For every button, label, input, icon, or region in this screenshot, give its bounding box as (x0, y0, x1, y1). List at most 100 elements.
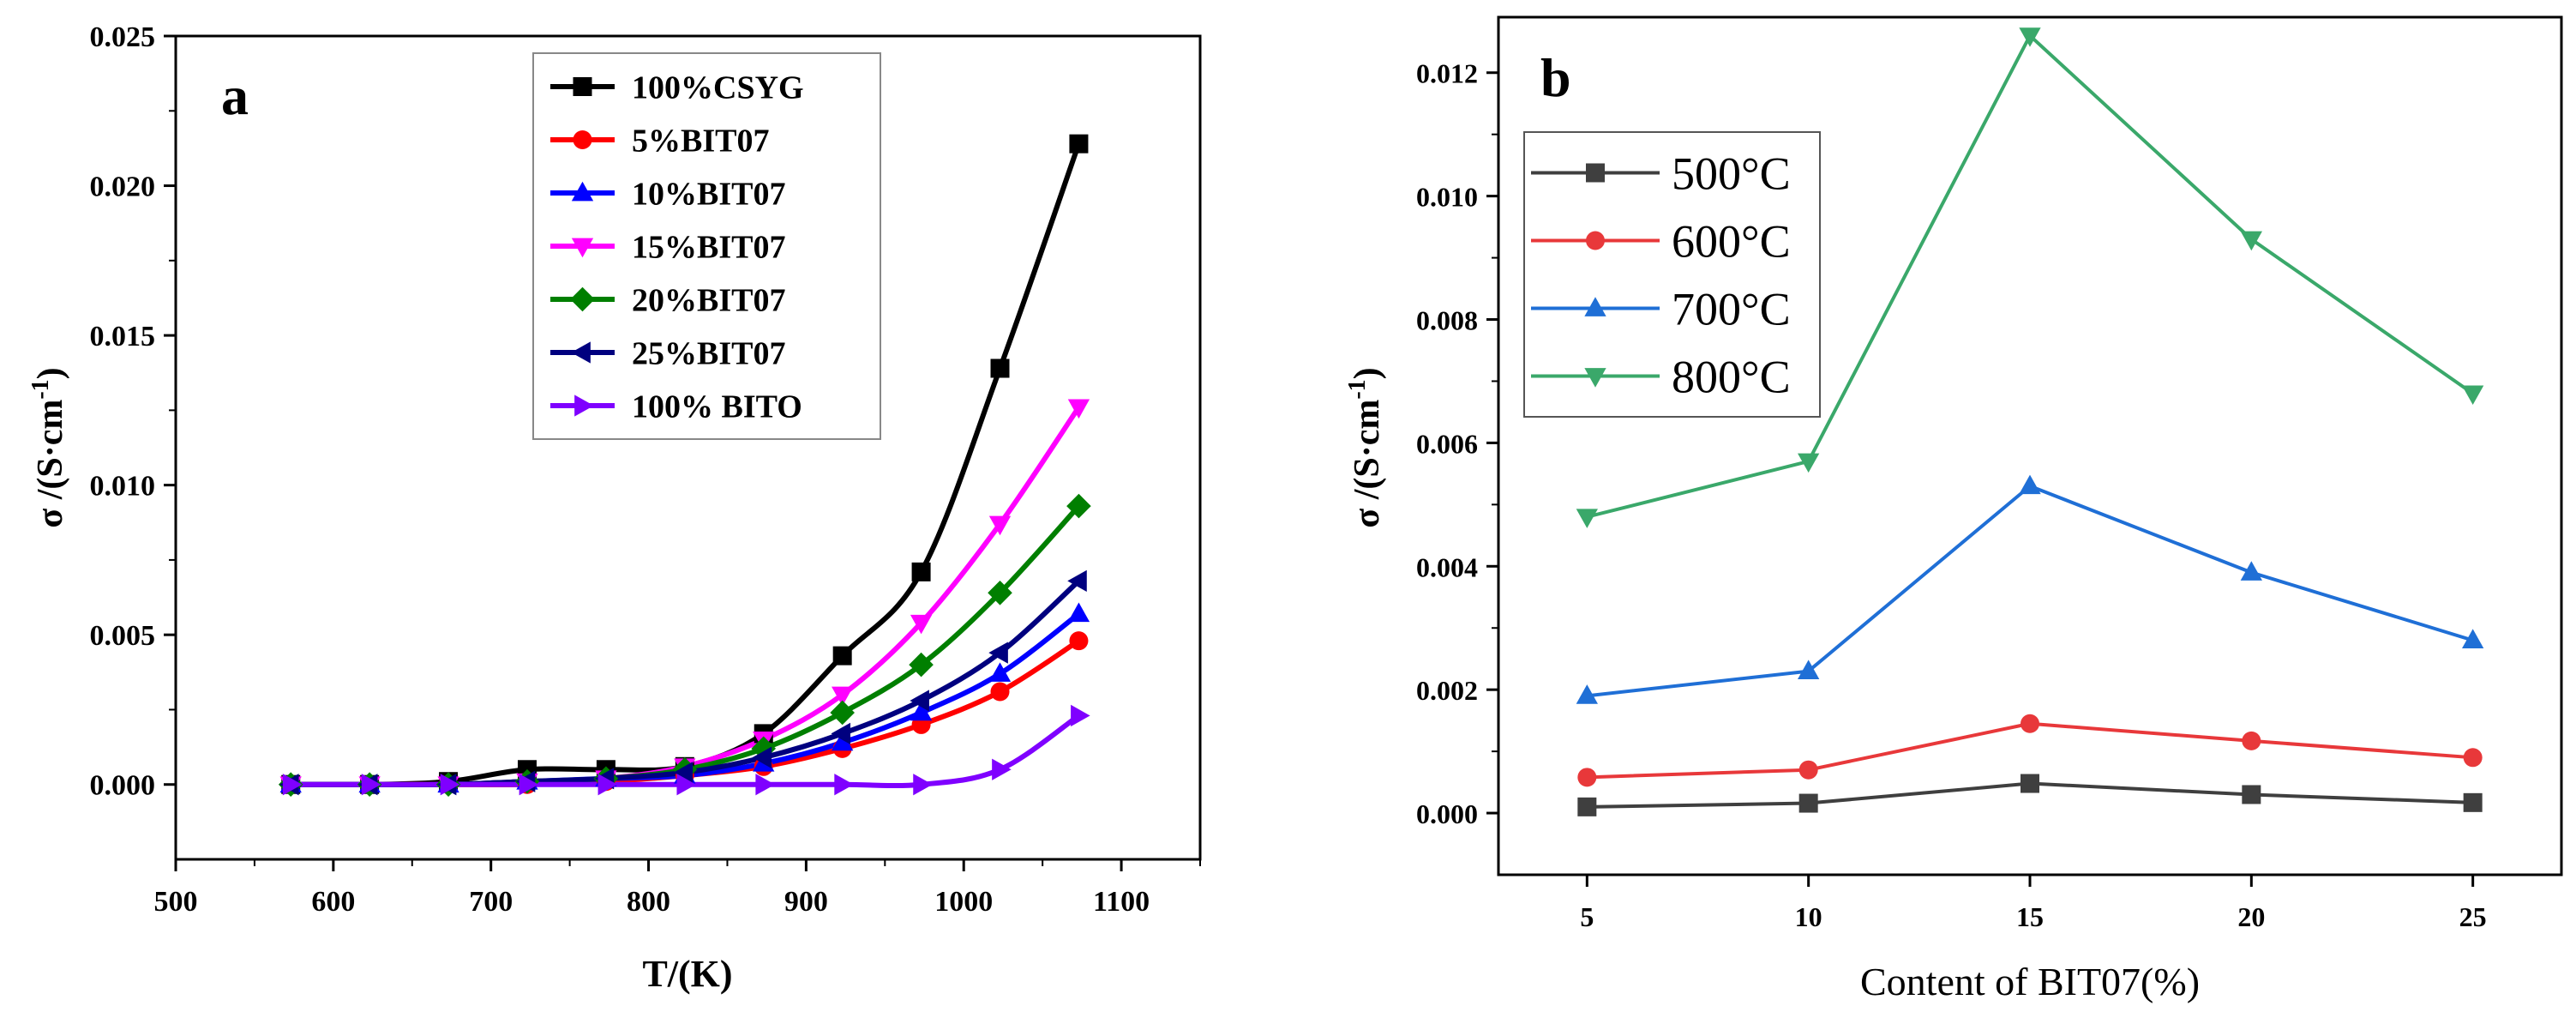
panel-a-data-point (1067, 602, 1090, 623)
panel-a-x-tick-label: 500 (154, 886, 198, 918)
panel-a-series-line (291, 504, 1081, 787)
panel-a-x-tick-label: 700 (469, 886, 513, 918)
panel-b-data-point (1798, 760, 1818, 780)
panel-a-data-point (831, 722, 851, 745)
panel-a-data-point (834, 774, 854, 796)
panel-a-data-point (988, 642, 1008, 664)
panel-b-data-point (1798, 660, 1820, 679)
panel-b-data-point (1576, 509, 1598, 528)
panel-a-x-tick-label: 1100 (1093, 886, 1150, 918)
panel-a-data-point (988, 662, 1012, 682)
panel-b-legend-label: 800°C (1672, 351, 1791, 402)
panel-b-data-point (1576, 684, 1598, 704)
panel-a-data-point (913, 774, 933, 796)
panel-b-legend-label: 500°C (1672, 148, 1791, 199)
panel-b-x-tick-label: 15 (2016, 901, 2044, 932)
panel-b-y-tick-label: 0.000 (1416, 798, 1478, 829)
panel-a-data-point (282, 774, 303, 796)
panel-a-y-tick-label: 0.010 (90, 471, 156, 503)
panel-a-data-point (1066, 493, 1091, 519)
panel-a-data-point (519, 774, 539, 796)
panel-a-x-tick-label: 800 (627, 886, 670, 918)
panel-a-y-ticks: 0.000 0.005 0.010 0.015 0.020 0.025 (90, 21, 176, 802)
panel-b-legend-box (1523, 131, 1821, 418)
panel-a-data-point (832, 686, 854, 707)
panel-a-data-point (1069, 134, 1089, 154)
panel-b-data-point (2021, 714, 2039, 733)
panel-b-legend-swatch-marker (1584, 368, 1606, 388)
panel-b-x-tick-label: 20 (2237, 901, 2265, 932)
panel-b-data-point (2242, 731, 2261, 750)
panel-b-y-tick-label: 0.002 (1416, 675, 1478, 706)
panel-b-data-point (2463, 792, 2483, 812)
panel-a-data-point (1071, 704, 1090, 727)
panel-a-legend-label: 100% BITO (632, 389, 802, 425)
panel-b-data-point (1798, 453, 1820, 473)
panel-a-data-point (361, 774, 381, 796)
panel-b-chart: 5 10 15 20 25 0.000 0.002 0.004 0.006 0.008 0.010… (1344, 15, 2563, 1003)
panel-a-y-tick-label: 0.020 (90, 172, 156, 203)
panel-a-data-point (911, 562, 931, 581)
panel-a-data-point (1069, 631, 1089, 651)
panel-a-legend-label: 15%BIT07 (632, 229, 785, 265)
panel-b-data-point (2462, 629, 2484, 648)
panel-b-data-point (2462, 385, 2484, 406)
panel-b-markers (1576, 27, 2484, 816)
panel-b-legend-swatch-marker (1584, 297, 1606, 316)
panel-a-chart: 500 600 700 800 900 1000 1100 0.0000.0050.0100… (27, 21, 1202, 995)
panel-a-label: a (221, 65, 249, 126)
panel-a-legend-label: 5%BIT07 (632, 123, 769, 159)
panel-b-y-tick-label: 0.012 (1416, 58, 1478, 89)
panel-a-data-point (830, 700, 855, 726)
panel-b-x-tick-label: 5 (1580, 901, 1594, 932)
panel-a-legend-swatch-marker (573, 77, 592, 96)
panel-b-x-axis-title: Content of BIT07(%) (1860, 960, 2200, 1003)
panel-b-legend: 500°C 600°C 700°C 800°C (1523, 131, 1821, 418)
panel-a-data-point (990, 682, 1010, 702)
panel-b-y-tick-label: 0.004 (1416, 551, 1478, 582)
panel-b-x-tick-label: 10 (1795, 901, 1822, 932)
panel-a-y-tick-label: 0.005 (90, 620, 156, 652)
panel-a-x-ticks: 500 600 700 800 900 1000 1100 (154, 859, 1201, 918)
panel-a-legend-swatch-marker (570, 286, 595, 312)
panel-b-series-line (1587, 484, 2474, 698)
panel-b-data-point (1577, 768, 1597, 787)
panel-b-data-point (1577, 797, 1597, 816)
panel-a-y-tick-label: 0.000 (90, 770, 156, 802)
panel-a-x-tick-label: 600 (311, 886, 355, 918)
panel-a-data-point (910, 690, 929, 712)
panel-b-legend-swatch-marker (1586, 163, 1605, 183)
panel-b-label: b (1540, 47, 1571, 108)
panel-a-data-point (832, 731, 854, 751)
panel-a-data-point (990, 358, 1010, 378)
panel-a-x-tick-label: 1000 (934, 886, 993, 918)
panel-b-data-point (2019, 27, 2041, 47)
panel-b-x-tick-label: 25 (2459, 901, 2487, 932)
panel-b-y-ticks: 0.000 0.002 0.004 0.006 0.008 0.010 0.012 (1416, 58, 1498, 829)
panel-b-data-point (1798, 793, 1818, 813)
panel-a-data-point (1067, 399, 1090, 419)
panel-b-y-axis-title: σ /(S·cm-1) (1344, 367, 1387, 527)
panel-a-legend: 100%CSYG 5%BIT07 10%BIT07 15%BIT07 20%BIT07 2… (532, 52, 881, 440)
panel-b-legend-label: 600°C (1672, 215, 1791, 267)
panel-b-data-point (2240, 231, 2262, 251)
panel-a-data-point (1067, 569, 1087, 592)
panel-a-legend-label: 100%CSYG (632, 69, 804, 105)
panel-b-data-point (2463, 748, 2483, 768)
panel-b-y-tick-label: 0.010 (1416, 182, 1478, 213)
panel-b-legend-swatch-marker (1586, 231, 1605, 250)
panel-b-data-point (2019, 474, 2041, 495)
panel-a-data-point (988, 515, 1012, 536)
panel-b-y-tick-label: 0.006 (1416, 428, 1478, 459)
panel-a-y-tick-label: 0.015 (90, 321, 156, 352)
panel-a-y-tick-label: 0.025 (90, 21, 156, 53)
panel-b-legend-label: 700°C (1672, 283, 1791, 334)
panel-a-data-point (910, 701, 933, 721)
panel-a-legend-swatch-marker (574, 395, 594, 417)
panel-a-data-point (752, 746, 772, 768)
panel-a-data-point (676, 774, 697, 796)
panel-b-y-tick-label: 0.008 (1416, 305, 1478, 336)
panel-b-data-point (2021, 774, 2039, 793)
panel-a-legend-label: 20%BIT07 (632, 282, 785, 318)
panel-a-data-point (909, 652, 934, 678)
